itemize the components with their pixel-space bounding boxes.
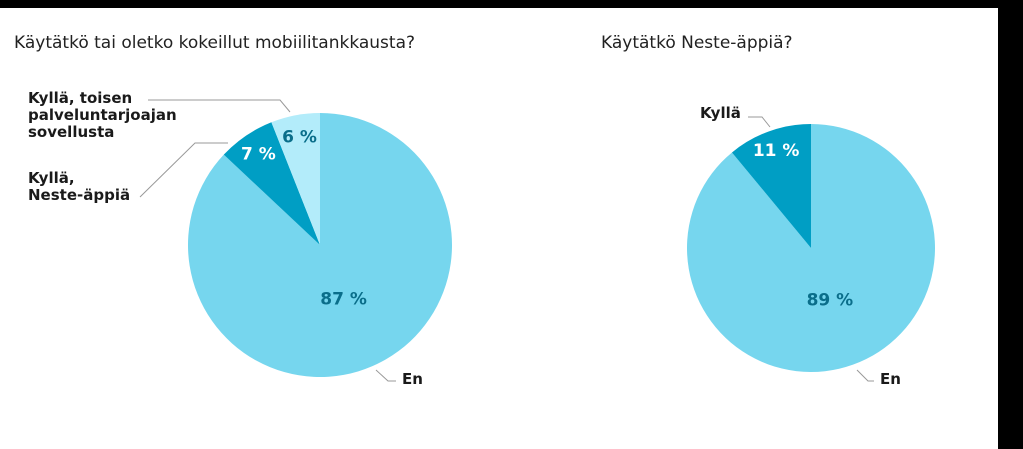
value-label: 6 % (282, 127, 317, 147)
value-label: 7 % (241, 144, 276, 164)
value-label: 87 % (320, 290, 367, 310)
pie-slice (686, 124, 935, 372)
value-label: 89 % (807, 291, 854, 311)
frame-right (998, 0, 1023, 449)
leader-line (856, 369, 874, 382)
leader-line (375, 369, 396, 382)
value-label: 11 % (753, 141, 800, 161)
pie-slice (223, 122, 320, 245)
category-label: Kyllä, Neste-äppiä (28, 169, 131, 204)
chart-title: Käytätkö Neste-äppiä? (601, 33, 793, 53)
pie-slice (731, 124, 811, 248)
category-label: Kyllä (700, 104, 741, 122)
chart-title: Käytätkö tai oletko kokeillut mobiilitan… (14, 33, 416, 53)
category-label: En (880, 370, 901, 388)
category-label: En (402, 370, 423, 388)
leader-line (139, 142, 228, 198)
frame-top (0, 0, 1023, 8)
pie-slice (271, 113, 320, 245)
leader-line (148, 99, 291, 113)
leader-line (748, 116, 771, 128)
category-label: Kyllä, toisen palveluntarjoajan sovellus… (28, 89, 177, 141)
